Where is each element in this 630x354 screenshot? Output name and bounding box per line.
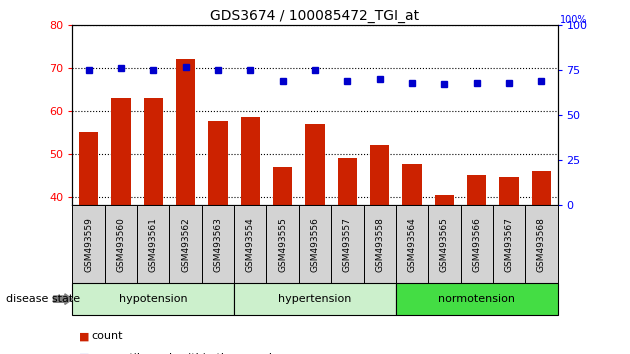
Text: disease state: disease state xyxy=(6,294,81,304)
Text: GDS3674 / 100085472_TGI_at: GDS3674 / 100085472_TGI_at xyxy=(210,9,420,23)
Text: GSM493560: GSM493560 xyxy=(117,217,125,272)
Text: ■: ■ xyxy=(79,331,89,341)
Bar xyxy=(306,124,324,354)
Text: GSM493564: GSM493564 xyxy=(408,217,416,272)
Bar xyxy=(338,158,357,354)
Bar xyxy=(144,98,163,354)
Bar xyxy=(500,177,518,354)
Bar xyxy=(266,205,299,283)
Bar xyxy=(299,205,331,283)
Bar xyxy=(467,175,486,354)
Text: GSM493563: GSM493563 xyxy=(214,217,222,272)
Text: percentile rank within the sample: percentile rank within the sample xyxy=(91,353,279,354)
Bar xyxy=(241,117,260,354)
Bar xyxy=(209,121,227,354)
Bar xyxy=(364,205,396,283)
Text: hypertension: hypertension xyxy=(278,294,352,304)
Text: 100%: 100% xyxy=(560,15,588,25)
Text: GSM493555: GSM493555 xyxy=(278,217,287,272)
Bar xyxy=(112,98,130,354)
Text: GSM493565: GSM493565 xyxy=(440,217,449,272)
Text: GSM493567: GSM493567 xyxy=(505,217,513,272)
Bar xyxy=(532,171,551,354)
Bar xyxy=(435,195,454,354)
Bar xyxy=(176,59,195,354)
Bar xyxy=(169,205,202,283)
Bar xyxy=(525,205,558,283)
Text: GSM493558: GSM493558 xyxy=(375,217,384,272)
Text: GSM493568: GSM493568 xyxy=(537,217,546,272)
Bar xyxy=(273,167,292,354)
Text: GSM493556: GSM493556 xyxy=(311,217,319,272)
Text: normotension: normotension xyxy=(438,294,515,304)
Bar xyxy=(403,165,421,354)
Bar xyxy=(396,205,428,283)
Text: count: count xyxy=(91,331,123,341)
Text: hypotension: hypotension xyxy=(119,294,188,304)
Bar xyxy=(396,283,558,315)
Bar xyxy=(428,205,461,283)
Bar xyxy=(72,205,105,283)
Text: GSM493559: GSM493559 xyxy=(84,217,93,272)
Text: GSM493554: GSM493554 xyxy=(246,217,255,272)
Bar xyxy=(202,205,234,283)
Bar xyxy=(105,205,137,283)
Text: GSM493561: GSM493561 xyxy=(149,217,158,272)
Bar xyxy=(137,205,169,283)
Bar xyxy=(370,145,389,354)
Bar xyxy=(72,283,234,315)
Text: ■: ■ xyxy=(79,353,89,354)
Bar xyxy=(79,132,98,354)
Bar xyxy=(331,205,364,283)
Bar xyxy=(493,205,525,283)
Bar xyxy=(234,205,266,283)
Bar xyxy=(234,283,396,315)
Text: GSM493562: GSM493562 xyxy=(181,217,190,272)
Text: GSM493557: GSM493557 xyxy=(343,217,352,272)
Bar xyxy=(461,205,493,283)
Text: GSM493566: GSM493566 xyxy=(472,217,481,272)
